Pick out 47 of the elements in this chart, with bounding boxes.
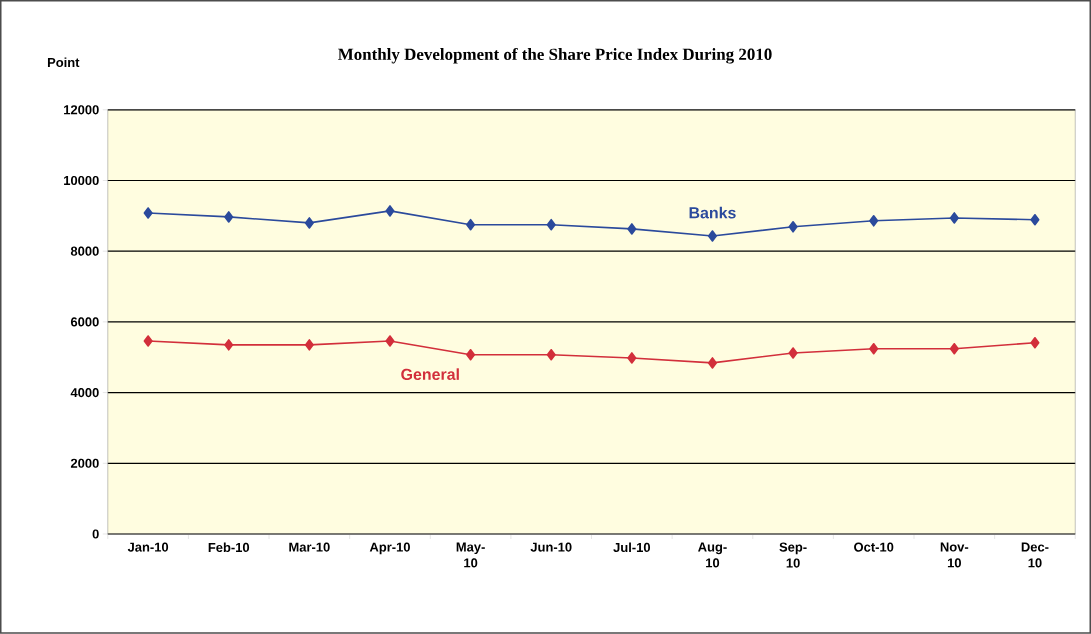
point: [224, 211, 234, 223]
point: [304, 339, 314, 351]
point: [869, 343, 879, 355]
point: [546, 349, 556, 361]
point: [788, 347, 798, 359]
y-tick-label: 0: [92, 529, 99, 539]
point: [707, 357, 718, 369]
x-tick-label: Jan-10: [127, 542, 169, 552]
x-tick-label: Aug-10: [698, 542, 727, 568]
point: [627, 352, 637, 364]
x-tick-label: Jul-10: [613, 542, 651, 553]
chart-title: Monthly Development of the Share Price Index During 2010: [338, 48, 772, 64]
y-tick-label: 6000: [70, 317, 99, 327]
y-tick-label: 8000: [70, 246, 99, 256]
point: [788, 221, 798, 233]
x-tick-label: Sep-10: [779, 542, 807, 568]
point: [627, 223, 637, 235]
x-tick-label: Jun-10: [530, 542, 572, 552]
x-tick-label: Dec-10: [1021, 542, 1049, 568]
y-tick-label: 2000: [70, 458, 99, 468]
point: [466, 218, 476, 231]
x-tick-label: May-10: [456, 542, 485, 568]
series-label: General: [401, 368, 459, 381]
y-tick-label: 12000: [64, 105, 99, 115]
point: [224, 339, 234, 351]
point: [869, 215, 879, 227]
x-tick-label: Mar-10: [289, 542, 330, 552]
point: [1030, 214, 1040, 226]
point: [385, 205, 395, 217]
point: [949, 343, 959, 355]
point: [707, 230, 718, 242]
x-tick-label: Nov-10: [940, 542, 969, 568]
point: [385, 335, 395, 347]
y-tick-label: 4000: [70, 388, 99, 398]
y-axis-title: Point: [47, 57, 80, 68]
x-tick-label: Oct-10: [854, 542, 894, 552]
point: [1030, 337, 1040, 349]
x-tick-label: Feb-10: [208, 542, 250, 553]
y-tick-label: 10000: [64, 176, 99, 186]
x-tick-label: Apr-10: [369, 542, 410, 555]
point: [143, 207, 153, 219]
series-label: Banks: [689, 206, 736, 219]
point: [304, 217, 314, 229]
point: [143, 335, 153, 347]
point: [949, 212, 959, 224]
point: [546, 218, 556, 231]
point: [466, 349, 476, 361]
